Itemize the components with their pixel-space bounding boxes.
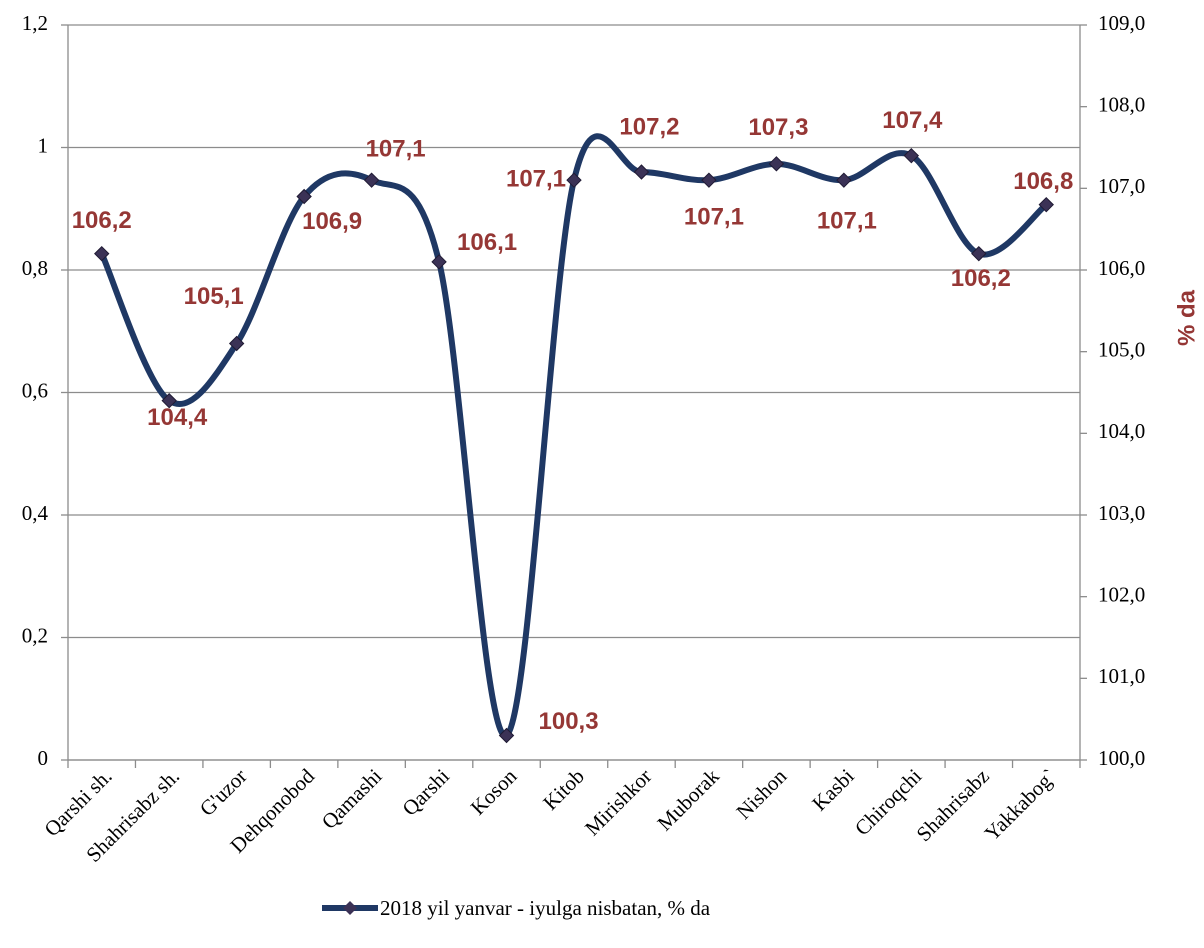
marker — [498, 727, 515, 744]
data-label: 100,3 — [539, 708, 599, 735]
legend-marker — [343, 901, 357, 915]
y2-tick-label: 107,0 — [1098, 174, 1145, 198]
data-label: 107,3 — [748, 114, 808, 141]
y2-tick-label: 108,0 — [1098, 92, 1145, 116]
marker — [633, 164, 650, 180]
marker — [566, 172, 582, 188]
x-tick-label: Mirishkor — [580, 764, 656, 840]
x-tick-label: Muborak — [652, 764, 724, 836]
data-label: 107,4 — [882, 107, 943, 134]
data-label: 107,1 — [817, 208, 877, 235]
data-label: 107,1 — [506, 166, 566, 193]
data-label: 106,9 — [302, 208, 362, 235]
y2-tick-label: 103,0 — [1098, 501, 1145, 525]
y2-tick-label: 106,0 — [1098, 256, 1145, 280]
x-tick-label: Qarshi — [397, 764, 454, 821]
marker — [296, 188, 312, 205]
y2-tick-label: 101,0 — [1098, 664, 1145, 688]
marker — [971, 245, 987, 262]
x-tick-label: Yakkabog` — [980, 764, 1061, 845]
marker — [1038, 196, 1054, 213]
marker — [363, 172, 380, 188]
marker — [228, 335, 245, 352]
marker — [903, 147, 920, 164]
y2-tick-label: 109,0 — [1098, 11, 1145, 35]
data-label: 106,2 — [72, 207, 132, 234]
marker — [431, 254, 447, 270]
y2-tick-label: 105,0 — [1098, 337, 1145, 361]
data-label: 107,1 — [684, 204, 744, 231]
y2-tick-label: 102,0 — [1098, 582, 1145, 606]
marker — [701, 172, 717, 188]
y2-axis-label: % da — [1173, 289, 1200, 346]
y-tick-label: 0,2 — [22, 623, 48, 647]
y-tick-label: 0 — [38, 746, 49, 770]
marker — [768, 156, 785, 172]
data-label: 106,8 — [1013, 168, 1073, 195]
y2-tick-label: 100,0 — [1098, 746, 1145, 770]
series-line — [98, 133, 1050, 739]
x-tick-label: Koson — [466, 764, 522, 820]
marker — [161, 392, 177, 409]
x-tick-label: Nishon — [731, 764, 791, 824]
legend-label: 2018 yil yanvar - iyulga nisbatan, % da — [380, 896, 711, 920]
marker — [836, 172, 852, 188]
data-label: 107,2 — [619, 113, 679, 140]
x-tick-label: Qamashi — [317, 764, 387, 834]
data-label: 106,1 — [457, 229, 517, 256]
data-label: 106,2 — [951, 265, 1011, 292]
data-label: 104,4 — [147, 404, 208, 431]
y-tick-label: 1 — [38, 133, 49, 157]
data-label: 107,1 — [366, 136, 426, 163]
y-tick-label: 1,2 — [22, 11, 48, 35]
x-tick-label: Kitob — [538, 764, 589, 815]
y-tick-label: 0,6 — [22, 378, 48, 402]
x-tick-label: G'uzor — [195, 764, 252, 821]
y-tick-label: 0,4 — [22, 501, 49, 525]
data-label: 105,1 — [184, 283, 244, 310]
x-tick-label: Kasbi — [807, 764, 859, 816]
y2-tick-label: 104,0 — [1098, 419, 1145, 443]
y-tick-label: 0,8 — [22, 256, 48, 280]
marker — [94, 245, 110, 262]
x-tick-label: Shahrisabz — [912, 764, 994, 846]
